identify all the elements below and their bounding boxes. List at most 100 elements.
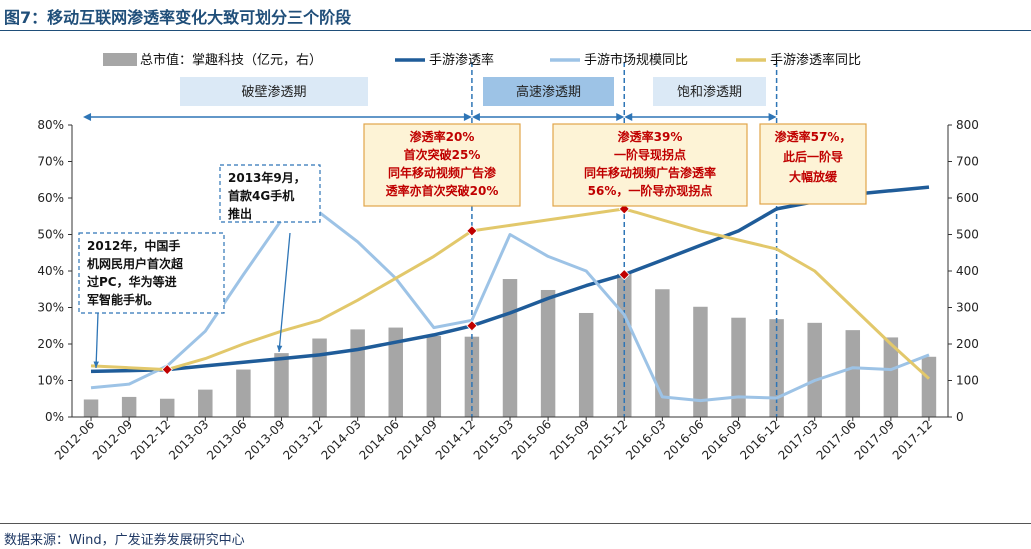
bar-2012-06	[83, 399, 99, 417]
phase-label-1: 破壁渗透期	[241, 85, 306, 100]
marker-2014-12	[466, 225, 478, 237]
bar-2017-12	[921, 356, 937, 417]
ann-2013-box	[219, 164, 321, 223]
x-tick-label: 2014-09	[395, 417, 440, 462]
left-tick-label: 40%	[37, 264, 64, 278]
x-tick-label: 2017-09	[852, 417, 897, 462]
bar-2013-03	[198, 389, 213, 417]
left-tick-label: 30%	[37, 301, 64, 315]
ann-2012-arrow	[95, 312, 99, 369]
ann-2014-line-1: 渗透率20%	[410, 129, 475, 144]
ann-2016-line-2: 此后一阶导	[783, 149, 843, 164]
phase-arrowhead-right	[616, 113, 625, 121]
bar-2014-03	[350, 329, 365, 417]
left-tick-label: 20%	[37, 337, 64, 351]
x-tick-label: 2012-06	[52, 417, 97, 462]
ann-2012-arrow-head	[93, 361, 99, 368]
line-penetration-yoy	[90, 207, 931, 380]
ann-2016-line-1: 渗透率57%，	[775, 129, 852, 144]
bar-2015-03	[502, 279, 518, 417]
x-tick-label: 2016-12	[737, 417, 782, 462]
ann-2014-line-2: 首次突破25%	[404, 147, 481, 162]
title-rule	[0, 30, 1031, 31]
x-tick-label: 2012-12	[128, 417, 173, 462]
x-tick-label: 2014-03	[318, 417, 363, 462]
bar-2016-03	[655, 289, 670, 417]
x-tick-label: 2016-06	[661, 417, 706, 462]
x-tick-label: 2017-03	[775, 417, 820, 462]
source-rule	[0, 523, 1031, 524]
line-market-yoy	[90, 211, 930, 403]
marker-2014-12	[466, 320, 478, 332]
right-tick-label: 500	[956, 228, 979, 242]
phase-label-3: 饱和渗透期	[677, 85, 742, 100]
right-tick-label: 200	[956, 337, 979, 351]
source-note: 数据来源：Wind，广发证券发展研究中心	[4, 533, 245, 548]
bar-2013-12	[312, 338, 327, 417]
phase-band-3	[653, 77, 766, 106]
bar-2014-09	[426, 335, 442, 417]
marker-2015-12	[618, 269, 630, 281]
figure-title: 图7：移动互联网渗透率变化大致可划分三个阶段	[4, 8, 352, 27]
bar-2015-06	[540, 289, 556, 417]
x-tick-label: 2013-12	[280, 417, 325, 462]
series-lines	[90, 185, 931, 403]
bar-2014-06	[388, 327, 403, 417]
legend-label-line: 手游市场规模同比	[584, 52, 688, 68]
phase-band-1	[180, 77, 368, 106]
right-tick-label: 400	[956, 264, 979, 278]
phase-arrowhead-left	[624, 113, 633, 121]
x-tick-label: 2015-12	[585, 417, 630, 462]
marker-2012-12	[161, 363, 173, 376]
phase-arrowhead-right	[463, 113, 472, 121]
legend-label-line: 手游渗透率同比	[770, 52, 861, 68]
ann-2015-line-1: 渗透率39%	[618, 129, 683, 144]
ann-2014-line-4: 透率亦首次突破20%	[386, 183, 499, 198]
bar-2013-06	[236, 369, 251, 417]
ann-2013-arrow-head	[276, 345, 283, 352]
right-tick-label: 100	[956, 374, 979, 388]
ann-2012-line-2: 机网民用户首次超	[87, 256, 184, 271]
x-tick-label: 2015-03	[471, 417, 516, 462]
x-tick-label: 2013-06	[204, 417, 249, 462]
line-penetration	[90, 185, 930, 374]
phase-arrowhead-right	[768, 113, 777, 121]
bar-2015-09	[578, 312, 594, 417]
ann-2014-line-3: 同年移动视频广告渗	[388, 165, 497, 180]
right-tick-label: 300	[956, 301, 979, 315]
bar-2017-03	[807, 322, 822, 417]
phase-arrowhead-left	[471, 113, 480, 121]
legend-label-line: 手游渗透率	[429, 52, 494, 68]
left-tick-label: 70%	[37, 155, 64, 169]
right-tick-label: 0	[956, 410, 964, 424]
phase-label-2: 高速渗透期	[516, 84, 581, 100]
x-tick-label: 2015-06	[509, 417, 554, 462]
x-tick-label: 2014-12	[433, 417, 478, 462]
bar-2013-09	[274, 353, 289, 417]
ann-2013-arrow	[278, 232, 291, 353]
right-tick-label: 700	[956, 155, 979, 169]
ann-2016-line-3: 大幅放缓	[789, 169, 838, 184]
ann-2013-line-2: 首款4G手机	[228, 188, 294, 203]
left-tick-label: 10%	[37, 374, 64, 388]
ann-2015-line-2: 一阶导现拐点	[614, 147, 686, 162]
x-tick-label: 2013-09	[242, 417, 287, 462]
bar-2012-09	[121, 396, 137, 417]
ann-2015-box	[552, 123, 748, 207]
legend-label-bar: 总市值：掌趣科技（亿元，右）	[140, 52, 322, 68]
phase-arrowhead-left	[83, 113, 92, 121]
legend-swatch-bar	[103, 53, 137, 66]
right-tick-label: 800	[956, 118, 979, 132]
x-tick-label: 2014-06	[357, 417, 402, 462]
bar-2017-06	[845, 330, 861, 417]
ann-2013-line-1: 2013年9月，	[228, 170, 306, 185]
x-tick-label: 2013-03	[166, 417, 211, 462]
left-tick-label: 60%	[37, 191, 64, 205]
x-tick-label: 2017-12	[890, 417, 935, 462]
phase-bands: 破壁渗透期 高速渗透期 饱和渗透期	[83, 77, 777, 121]
x-tick-label: 2017-06	[814, 417, 859, 462]
ann-2013-line-3: 推出	[228, 206, 252, 221]
bar-2016-09	[731, 317, 746, 417]
x-tick-label: 2016-09	[699, 417, 744, 462]
